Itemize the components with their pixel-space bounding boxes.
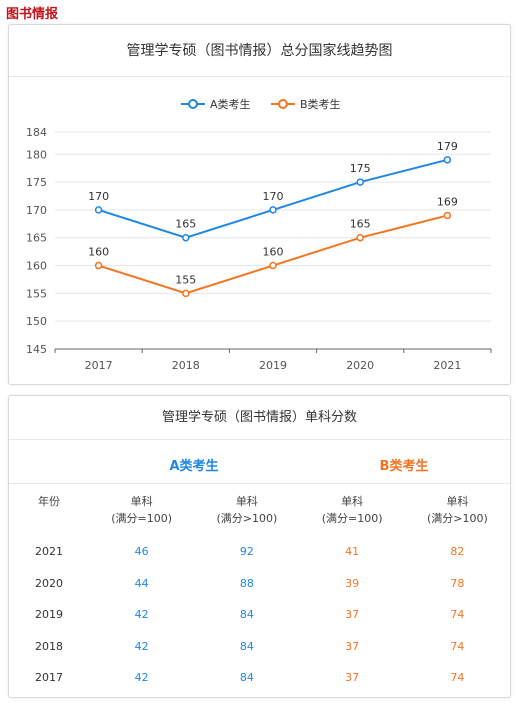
data-point [269,206,277,214]
a-score-100: 42 [134,671,149,685]
a-score-over100: 84 [239,671,254,685]
data-label: 165 [175,218,196,231]
x-tick-label: 2018 [172,359,200,372]
x-tick-label: 2017 [85,359,113,372]
a-score-over100: 88 [239,576,254,590]
header-b-100: 单科 (满分=100) [321,495,383,525]
data-label: 160 [263,246,284,259]
score-table-card: 管理学专硕（图书情报）单科分数 A类考生 B类考生 年份 单科 (满分=100) … [8,395,511,698]
data-point [269,261,277,270]
y-tick-label: 165 [26,232,47,245]
group-b-label: B类考生 [379,459,429,474]
b-score-100: 37 [345,608,360,622]
table-row: 2017 42 84 37 74 [9,662,510,694]
a-score-100: 42 [134,639,149,653]
b-score-over100: 74 [450,608,465,622]
a-score-over100: 84 [239,639,254,653]
b-score-100: 37 [345,671,360,685]
b-score-over100: 82 [450,545,465,559]
table-row: 2019 42 84 37 74 [9,599,510,631]
header-a-over100: 单科 (满分>100) [216,495,278,525]
chart-title: 管理学专硕（图书情报）总分国家线趋势图 [9,25,510,77]
header-year: 年份 [38,495,60,508]
table-title: 管理学专硕（图书情报）单科分数 [9,396,510,440]
b-score-100: 41 [345,545,360,559]
data-point [443,211,452,220]
line-chart: A类考生 B类考生 145 150 155 160 165 170 175 180 184 2017 2… [26,97,492,372]
data-label: 179 [437,140,458,153]
y-tick-label: 150 [26,315,47,328]
data-label: 165 [350,218,371,231]
y-tick-label: 180 [26,148,47,161]
header-a-100: 单科 (满分=100) [111,495,173,525]
legend-label: A类考生 [210,97,251,111]
x-tick-label: 2021 [433,359,461,372]
a-score-over100: 92 [239,545,254,559]
page-heading: 图书情报 [6,7,59,22]
x-tick-label: 2020 [346,359,374,372]
b-score-over100: 74 [450,639,465,653]
a-score-over100: 84 [239,608,254,622]
b-score-over100: 78 [450,576,465,590]
table-row: 2020 44 88 39 78 [9,568,510,600]
table-header-row: 年份 单科 (满分=100) 单科 (满分>100) 单科 (满分=100) 单科 (满… [9,490,510,536]
x-tick-label: 2019 [259,359,287,372]
group-header-row: A类考生 B类考生 [9,446,510,484]
year-cell: 2018 [35,639,63,653]
data-point [182,233,190,242]
year-cell: 2020 [35,576,63,590]
data-point [443,156,452,164]
table-row: 2018 42 84 37 74 [9,631,510,663]
header-b-over100: 单科 (满分>100) [426,495,488,525]
y-tick-label: 160 [26,260,47,273]
data-point [356,178,364,186]
data-label: 169 [437,195,458,208]
a-score-100: 44 [134,576,149,590]
b-score-100: 37 [345,639,360,653]
legend-marker [188,99,198,109]
chart-card: 管理学专硕（图书情报）总分国家线趋势图 A类考生 B类考生 145 150 155 160… [8,24,511,385]
data-label: 160 [88,246,109,259]
year-cell: 2017 [35,671,63,685]
table-row: 2021 46 92 41 82 [9,536,510,568]
y-tick-label: 155 [26,287,47,300]
legend-label: B类考生 [300,97,341,111]
score-table: 年份 单科 (满分=100) 单科 (满分>100) 单科 (满分=100) 单科 (满… [9,490,510,694]
y-tick-label: 145 [26,343,47,356]
data-point [94,206,103,214]
year-cell: 2021 [35,545,63,559]
data-label: 175 [350,162,371,175]
legend-marker [278,99,288,109]
data-point [94,261,103,270]
year-cell: 2019 [35,608,63,622]
data-point [182,289,190,298]
y-tick-label: 184 [26,126,47,139]
data-label: 170 [263,190,284,203]
data-label: 170 [88,190,109,203]
a-score-100: 46 [134,545,149,559]
group-a-label: A类考生 [169,459,219,474]
a-score-100: 42 [134,608,149,622]
b-score-100: 39 [345,576,360,590]
data-point [356,233,364,242]
y-tick-label: 175 [26,176,47,189]
b-score-over100: 74 [450,671,465,685]
data-label: 155 [175,273,196,286]
y-tick-label: 170 [26,204,47,217]
